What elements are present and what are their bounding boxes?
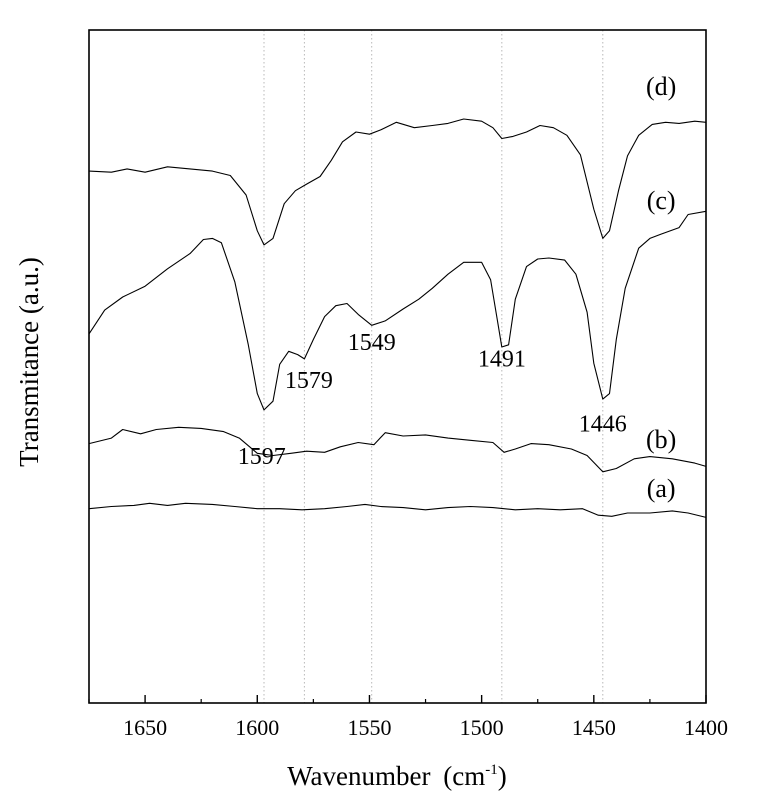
x-tick-label-1400: 1400 <box>684 715 728 740</box>
x-tick-label-1500: 1500 <box>460 715 504 740</box>
peak-label-1446: 1446 <box>579 412 627 438</box>
series-label-a: (a) <box>647 474 676 503</box>
x-axis-ticks: 1650 1600 1550 1500 1450 1400 <box>88 695 728 740</box>
x-axis-label: Wavenumber (cm-1) <box>287 761 507 791</box>
x-axis-unit-close: ) <box>498 761 507 791</box>
peak-label-1491: 1491 <box>478 347 526 373</box>
series-labels: (a) (b) (c) (d) <box>646 72 676 503</box>
series-label-b: (b) <box>646 425 676 454</box>
x-axis-unit-exponent: -1 <box>485 762 498 778</box>
x-axis-unit: (cm <box>443 761 485 791</box>
series-label-d: (d) <box>646 72 676 101</box>
series-label-c: (c) <box>647 186 676 215</box>
x-tick-label-1450: 1450 <box>572 715 616 740</box>
series-line-a <box>88 502 707 518</box>
peak-annotations: 1597 1579 1549 1491 1446 <box>238 330 627 470</box>
series-line-d <box>88 118 707 246</box>
x-axis-label-text: Wavenumber <box>287 761 430 791</box>
peak-label-1597: 1597 <box>238 444 286 470</box>
series-line-c <box>88 210 707 411</box>
x-tick-label-1600: 1600 <box>235 715 279 740</box>
y-axis-label: Transmitance (a.u.) <box>14 257 44 467</box>
series-line-b <box>88 426 707 473</box>
peak-label-1579: 1579 <box>285 368 333 394</box>
reference-lines <box>263 30 604 703</box>
x-tick-label-1650: 1650 <box>123 715 167 740</box>
peak-label-1549: 1549 <box>348 330 396 356</box>
spectrum-series <box>88 118 707 518</box>
x-tick-label-1550: 1550 <box>347 715 391 740</box>
plot-frame <box>88 29 707 704</box>
